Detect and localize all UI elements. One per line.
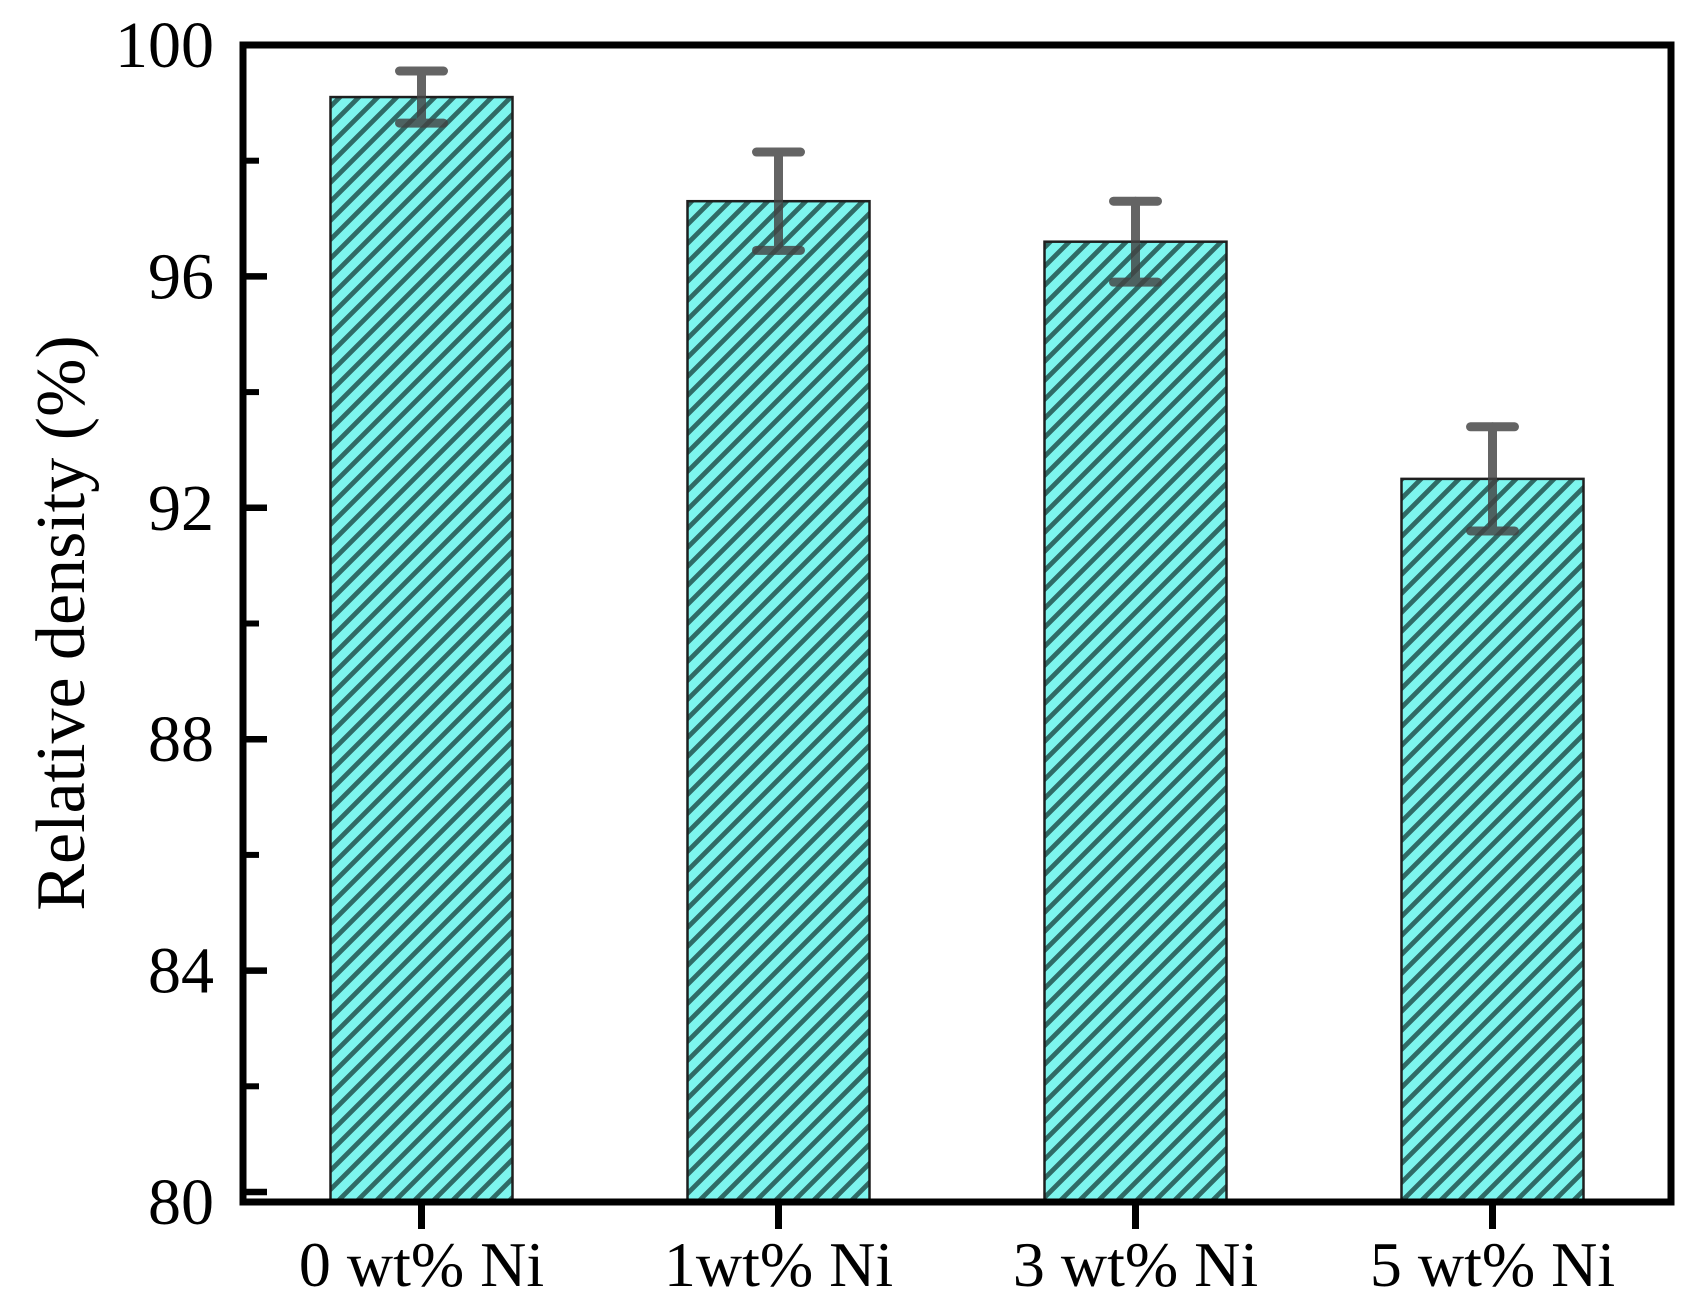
plot-frame: [239, 41, 1675, 1206]
x-axis-category-label-3: 5 wt% Ni: [1370, 1229, 1615, 1300]
bar-0: [329, 95, 514, 1204]
x-axis-category-label-0: 0 wt% Ni: [299, 1229, 544, 1300]
error-bar-3: [1466, 422, 1519, 536]
bar-2: [1043, 240, 1228, 1204]
error-bar-2: [1109, 196, 1162, 287]
bar-3: [1400, 477, 1585, 1204]
y-tick-label-96: 96: [148, 240, 214, 313]
y-axis-title: Relative density (%): [23, 335, 100, 911]
y-tick-label-100: 100: [115, 9, 214, 82]
error-bar-0: [395, 66, 448, 128]
y-tick-label-92: 92: [148, 472, 214, 545]
y-tick-label-80: 80: [148, 1166, 214, 1239]
x-axis-category-label-2: 3 wt% Ni: [1013, 1229, 1258, 1300]
error-bar-1: [752, 147, 805, 255]
y-tick-label-84: 84: [148, 935, 214, 1008]
x-axis-category-label-1: 1wt% Ni: [664, 1229, 893, 1300]
y-tick-label-88: 88: [148, 703, 214, 776]
bar-1: [686, 199, 871, 1204]
